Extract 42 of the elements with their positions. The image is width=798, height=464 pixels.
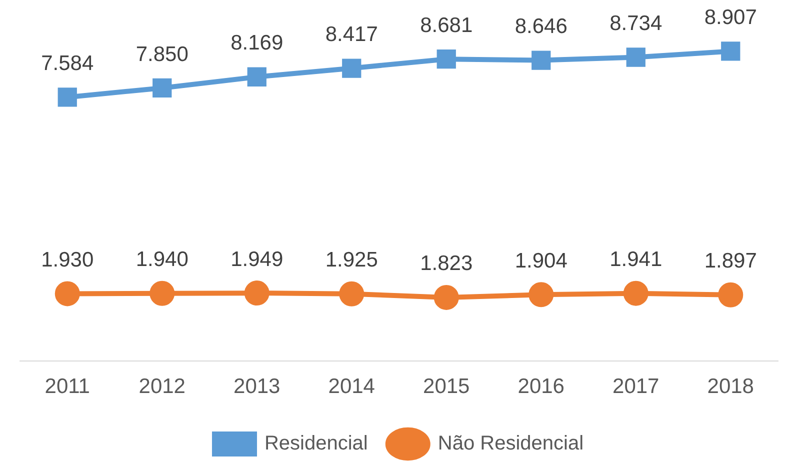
data-label: 7.584 (41, 52, 94, 76)
x-tick-label: 2015 (423, 375, 470, 398)
x-tick-label: 2018 (707, 375, 754, 398)
data-label: 1.941 (610, 248, 662, 272)
data-label: 8.646 (514, 15, 568, 38)
x-tick-label: 2011 (44, 375, 90, 398)
x-tick-label: 2013 (234, 375, 280, 398)
data-label: 8.417 (325, 23, 378, 46)
data-label: 1.904 (514, 249, 568, 272)
point (528, 282, 554, 308)
point (342, 58, 362, 78)
point (532, 50, 551, 70)
data-label: 1.949 (230, 248, 284, 271)
point (436, 50, 456, 69)
x-tick-label: 2016 (518, 375, 564, 398)
point (721, 42, 740, 61)
point (54, 281, 80, 306)
legend-label: Não Residencial (438, 432, 584, 455)
point (339, 281, 364, 306)
point (247, 67, 266, 86)
data-label: 1.940 (136, 248, 188, 272)
x-tick-label: 2012 (138, 375, 186, 398)
data-label: 8.169 (230, 32, 284, 55)
legend-label: Residencial (264, 432, 368, 455)
data-label: 8.907 (704, 6, 757, 30)
data-label: 1.823 (420, 252, 473, 276)
point (152, 78, 172, 98)
x-tick-label: 2014 (328, 375, 376, 398)
data-label: 1.925 (325, 248, 378, 272)
point (58, 88, 77, 107)
data-label: 7.850 (136, 42, 188, 66)
data-label: 8.681 (420, 14, 473, 37)
data-label: 1.897 (704, 250, 757, 273)
point (626, 48, 646, 67)
x-tick-label: 2017 (612, 375, 660, 398)
data-label: 8.734 (610, 12, 662, 36)
point (434, 284, 459, 310)
point (718, 282, 744, 308)
point (150, 280, 175, 306)
point (623, 280, 648, 306)
point (244, 280, 270, 306)
data-label: 1.930 (41, 248, 94, 272)
